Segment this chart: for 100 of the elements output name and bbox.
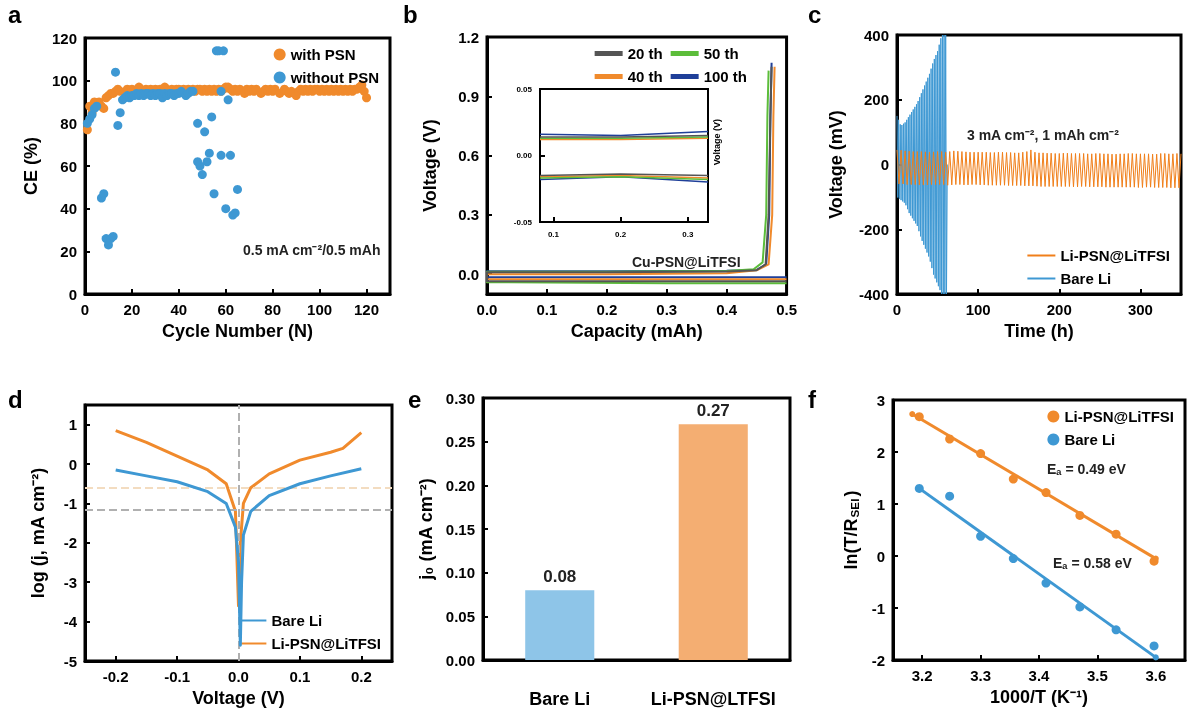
y-tick-label: -200	[858, 220, 889, 238]
x-tick-label: 40	[170, 301, 188, 318]
legend-label: Bare Li	[271, 612, 323, 629]
y-tick-label: 1	[876, 495, 885, 513]
y-tick-label: 60	[60, 157, 77, 175]
x-tick-label: 80	[264, 301, 282, 318]
y-tick-label: 0.00	[445, 651, 475, 669]
legend-label: Li-PSN@LiTFSI	[1060, 247, 1170, 264]
y-tick-label: 2	[876, 443, 885, 461]
legend-label: Li-PSN@LiTFSI	[1064, 408, 1174, 425]
x-tick-label: 0.4	[716, 301, 738, 318]
y-tick-label: -2	[63, 534, 77, 552]
x-tick-label: 200	[1046, 301, 1072, 318]
y-axis-title: ln(T/RSEI)	[840, 490, 862, 570]
x-tick-label: 0.1	[547, 229, 560, 239]
legend-label: 100 th	[703, 68, 748, 85]
y-tick-label: 0.15	[445, 520, 475, 538]
y-axis-title: Voltage (V)	[711, 118, 722, 166]
y-tick-label: 0.05	[445, 607, 475, 625]
y-tick-label: 0.05	[516, 84, 533, 94]
y-tick-label: 0	[68, 285, 77, 303]
chart-title: b	[403, 0, 418, 28]
x-axis-title: Capacity (mAh)	[570, 321, 703, 341]
y-tick-label: 80	[60, 114, 77, 132]
x-tick-label: 0.1	[289, 668, 311, 685]
data-label: 0.27	[696, 401, 730, 421]
x-tick-label: 0.2	[350, 668, 372, 685]
y-tick-label: 0.25	[445, 433, 475, 451]
y-tick-label: -2	[871, 651, 885, 669]
annotation: Eₐ = 0.58 eV	[1053, 555, 1133, 571]
x-tick-label: 100	[965, 301, 991, 318]
data-label: 0.08	[543, 567, 577, 587]
legend-label: Bare Li	[1064, 431, 1116, 448]
y-tick-label: 200	[863, 91, 889, 109]
y-tick-label: 20	[60, 242, 77, 260]
x-tick-label: 3.6	[1145, 667, 1167, 684]
legend-label: with PSN	[289, 46, 356, 63]
y-tick-label: -5	[63, 652, 77, 670]
y-tick-label: 3	[876, 391, 885, 409]
legend-label: 40 th	[627, 68, 663, 85]
x-axis-title: Voltage (V)	[192, 688, 285, 708]
x-tick-label: 0.3	[682, 229, 694, 239]
y-tick-label: 120	[51, 29, 77, 47]
y-axis-title: log (j, mA cm⁻²)	[28, 467, 48, 599]
x-axis-title: Cycle Number (N)	[161, 321, 314, 341]
y-tick-label: 0.00	[516, 151, 533, 160]
line-series	[896, 149, 1182, 189]
legend-label: 50 th	[703, 45, 739, 62]
x-tick-label: 0.1	[536, 301, 558, 318]
x-tick-label: 0.3	[656, 301, 678, 318]
x-axis-title: 1000/T (K⁻¹)	[989, 687, 1089, 707]
y-tick-label: 0.10	[445, 564, 475, 582]
legend-label: Li-PSN@LiTFSI	[271, 635, 381, 652]
y-tick-label: 40	[60, 200, 77, 218]
x-tick-label: 0	[80, 301, 90, 318]
x-tick-label: 60	[217, 301, 235, 318]
y-tick-label: 0.3	[458, 206, 479, 224]
y-tick-label: 400	[863, 26, 889, 44]
y-tick-label: 0.9	[458, 87, 479, 105]
chart-title: e	[408, 385, 422, 413]
y-tick-label: 0.6	[458, 147, 479, 165]
y-tick-label: -1	[871, 599, 885, 617]
y-tick-label: 100	[51, 72, 77, 90]
point	[909, 411, 916, 418]
y-tick-label: -3	[63, 573, 77, 591]
y-axis-title: Voltage (V)	[420, 119, 440, 212]
x-tick-label: 300	[1127, 301, 1153, 318]
chart-title: a	[8, 0, 22, 28]
y-tick-label: 0.30	[445, 389, 475, 407]
point	[945, 491, 955, 501]
y-tick-label: 0	[68, 455, 77, 473]
x-axis-title: Time (h)	[1004, 321, 1074, 341]
x-tick-label: 3.3	[970, 667, 992, 684]
x-tick-label: 100	[307, 301, 333, 318]
y-tick-label: -1	[63, 494, 77, 512]
annotation: 0.5 mA cm⁻²/0.5 mAh	[242, 242, 381, 258]
y-axis-title: j₀ (mA cm⁻²)	[415, 478, 436, 581]
legend-label: Bare Li	[1060, 270, 1112, 287]
chart-title: d	[8, 385, 23, 413]
y-tick-label: 0	[876, 547, 885, 565]
y-tick-label: 0.20	[445, 476, 475, 494]
x-tick-label: 20	[123, 301, 141, 318]
y-tick-label: -400	[858, 285, 889, 303]
y-axis-title: Voltage (mV)	[826, 110, 846, 219]
annotation: Eₐ = 0.49 eV	[1047, 461, 1127, 477]
annotation: 3 mA cm⁻², 1 mAh cm⁻²	[967, 127, 1120, 143]
y-tick-label: 1	[68, 416, 77, 434]
point	[1149, 641, 1159, 651]
chart-title: f	[808, 385, 817, 413]
x-tick-label: 0.0	[228, 668, 249, 685]
x-tick-label: 3.4	[1028, 667, 1051, 684]
y-tick-label: 0.0	[458, 265, 479, 283]
chart-title: c	[808, 0, 822, 28]
x-tick-label: 120	[354, 301, 380, 318]
y-tick-label: 0	[880, 156, 889, 173]
x-tick-label: -0.1	[164, 668, 191, 685]
x-tick-label: 3.2	[911, 667, 933, 684]
y-tick-label: 1.2	[458, 28, 479, 46]
x-tick-label: 0	[892, 301, 902, 318]
y-tick-label: -4	[63, 613, 78, 631]
